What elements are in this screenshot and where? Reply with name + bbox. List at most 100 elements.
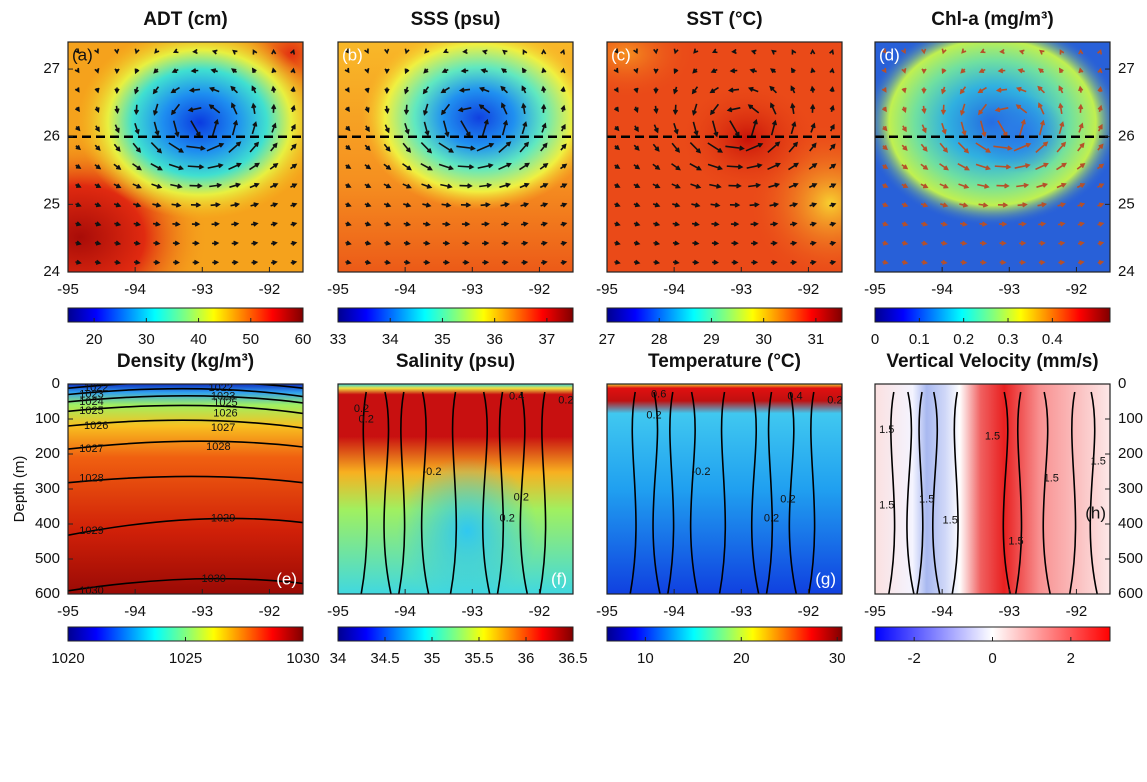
velocity-arrow [957,162,970,171]
velocity-arrow [1078,67,1084,74]
velocity-arrow [364,202,372,208]
velocity-arrow [134,123,140,135]
velocity-arrow [977,183,990,189]
velocity-arrow [249,182,260,189]
velocity-arrow [383,202,392,208]
contour-label: 1.5 [985,430,1000,442]
velocity-arrow [482,259,490,266]
contour-label: 0.6 [651,388,666,400]
velocity-arrow [1078,85,1084,93]
velocity-arrow [902,125,907,133]
velocity-arrow [192,240,200,246]
velocity-arrow [75,125,81,132]
velocity-arrow [383,163,392,170]
velocity-arrow [996,183,1010,189]
velocity-arrow [364,240,372,246]
x-tick-label: -93 [461,603,483,620]
panel: ADT (cm) (a) -95 -94 -93 -92 24 25 26 27 20 30 40 50 6… [43,9,311,348]
velocity-arrow [364,259,372,265]
velocity-arrow [921,221,929,227]
panel-label: (g) [815,569,836,588]
velocity-arrow [522,49,528,55]
velocity-arrow [344,87,350,93]
contour [68,404,303,415]
velocity-arrow [791,49,797,55]
velocity-arrow [403,202,412,208]
velocity-arrow [633,221,641,227]
velocity-arrow [345,221,352,227]
velocity-arrow [901,144,908,151]
velocity-arrow [1037,102,1045,115]
velocity-arrow [771,49,777,55]
velocity-arrow [901,68,907,74]
velocity-arrow [770,68,777,74]
velocity-arrow [748,182,762,189]
contour-label: 1025 [213,397,237,409]
velocity-arrow [422,221,431,227]
velocity-arrow [438,163,454,171]
contour-label: 0.4 [787,391,802,403]
velocity-arrow [365,125,370,133]
velocity-arrow [541,67,547,74]
velocity-arrow [809,202,818,208]
velocity-arrow [747,104,760,114]
velocity-arrow [995,87,1008,93]
velocity-arrow [1076,183,1086,189]
velocity-arrow [1058,240,1066,246]
velocity-arrow [1017,68,1025,74]
y-tick-label: 500 [1118,550,1143,567]
panel-title: ADT (cm) [143,9,227,30]
velocity-arrow [1056,141,1067,153]
velocity-arrow [614,259,621,265]
velocity-arrow [1058,67,1064,74]
velocity-arrow [74,87,80,93]
velocity-arrow [479,182,493,189]
field [875,384,1110,594]
velocity-arrow [192,48,198,55]
velocity-arrow [168,163,184,171]
velocity-arrow [114,124,120,134]
y-tick-label: 500 [35,550,60,567]
velocity-arrow [881,87,887,93]
velocity-arrow [540,142,548,152]
velocity-arrow [402,163,412,171]
velocity-arrow [614,164,621,169]
velocity-arrow [539,163,549,170]
velocity-arrow [290,67,296,74]
velocity-arrow [211,118,219,137]
velocity-arrow [500,102,508,115]
velocity-arrow [171,202,182,208]
velocity-arrow [345,145,351,151]
velocity-arrow [228,141,242,153]
velocity-arrow [170,103,181,116]
velocity-arrow [290,240,298,246]
velocity-arrow [672,259,680,265]
field-group [607,42,842,272]
velocity-arrow [691,86,699,95]
velocity-arrow [114,87,120,95]
velocity-arrow [690,183,702,189]
velocity-arrow [692,259,700,265]
velocity-arrow [462,259,470,266]
velocity-arrow [747,86,759,93]
velocity-arrow [901,87,907,94]
velocity-arrow [519,141,530,153]
contour-label: 1.5 [943,514,958,526]
velocity-arrow [499,182,512,188]
x-tick-label: -93 [191,281,213,298]
velocity-arrow [901,106,907,113]
velocity-arrow [541,103,547,113]
contour-label: 1028 [206,441,230,453]
velocity-arrow [172,120,180,138]
colorbar-tick-label: 50 [242,331,259,348]
velocity-arrow [1059,49,1065,55]
y-tick-label: 200 [35,445,60,462]
velocity-arrow [364,68,370,74]
velocity-arrow [189,183,203,189]
velocity-arrow [960,121,967,137]
velocity-arrow [231,221,240,227]
velocity-arrow [614,240,621,246]
panel-title: Temperature (°C) [648,351,801,372]
colorbar-tick-label: 27 [599,331,616,348]
contour-label: 0.2 [558,395,573,407]
